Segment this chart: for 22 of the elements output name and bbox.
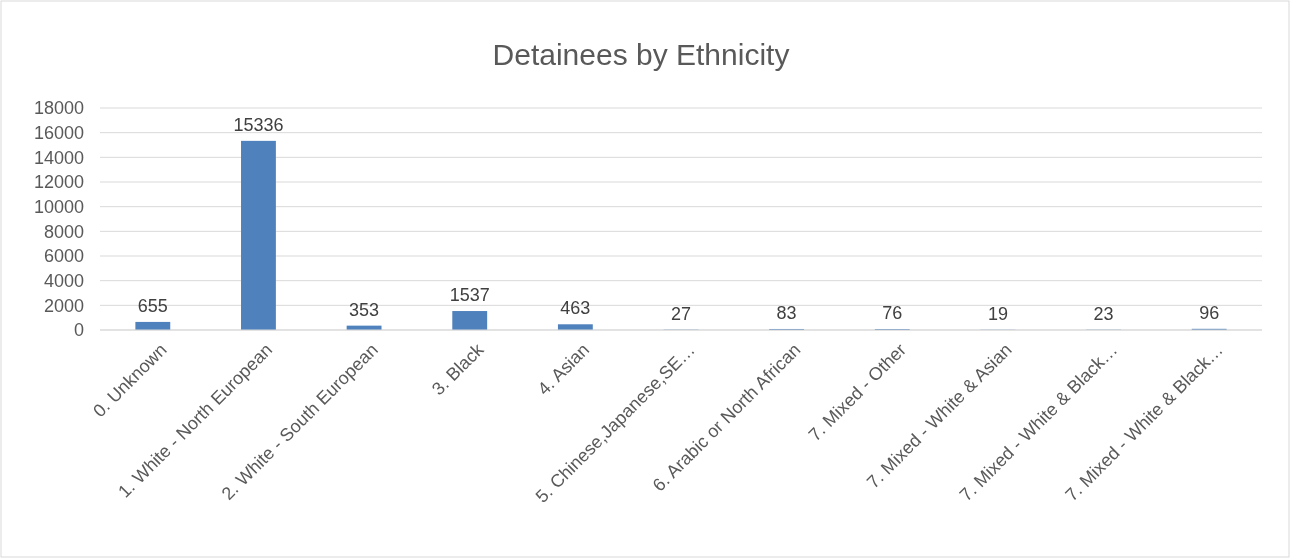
data-label: 76 xyxy=(882,303,903,324)
y-tick-label: 18000 xyxy=(33,98,84,119)
y-tick-label: 12000 xyxy=(33,172,84,193)
y-tick-label: 14000 xyxy=(33,147,84,168)
y-tick-label: 8000 xyxy=(43,221,84,242)
data-label: 19 xyxy=(987,303,1008,324)
data-label: 353 xyxy=(349,299,380,320)
chart-title: Detainees by Ethnicity xyxy=(492,38,790,71)
data-label: 83 xyxy=(776,302,797,323)
data-label: 655 xyxy=(137,295,168,316)
data-label: 96 xyxy=(1199,302,1220,323)
data-label: 15336 xyxy=(233,114,284,135)
data-label: 23 xyxy=(1093,303,1114,324)
y-tick-label: 6000 xyxy=(43,246,84,267)
data-label: 463 xyxy=(560,298,591,319)
y-tick-label: 4000 xyxy=(43,270,84,291)
data-label: 27 xyxy=(670,303,692,324)
y-tick-label: 10000 xyxy=(33,196,84,217)
y-tick-label: 0 xyxy=(73,320,84,341)
y-tick-label: 2000 xyxy=(43,295,84,316)
y-tick-label: 16000 xyxy=(33,122,84,143)
data-label: 1537 xyxy=(449,285,490,306)
